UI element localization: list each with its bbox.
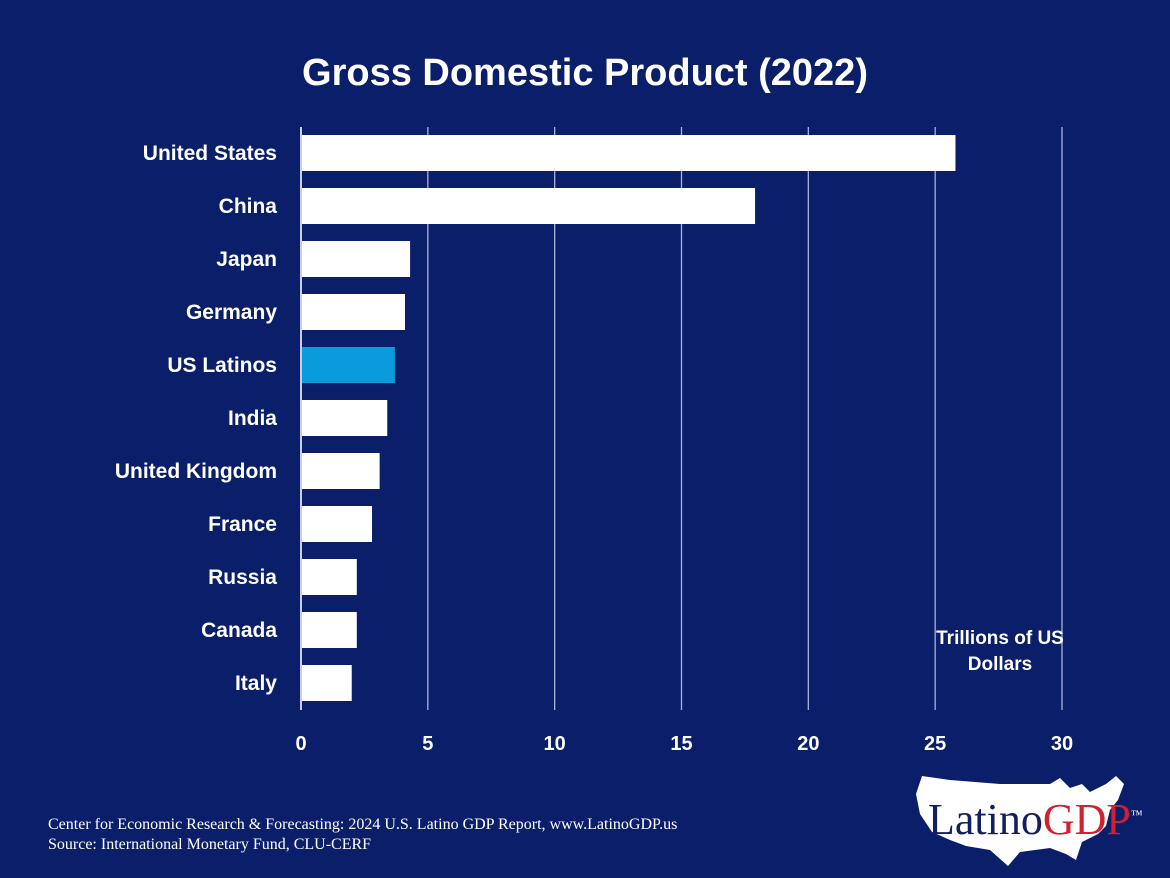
footer-credit: Center for Economic Research & Forecasti… xyxy=(48,816,678,833)
bar-united-states xyxy=(302,135,956,171)
logo-wordmark: LatinoGDP™ xyxy=(928,795,1143,844)
x-tick-label: 10 xyxy=(544,733,566,755)
bar-united-kingdom xyxy=(302,453,380,489)
x-tick-label: 5 xyxy=(422,733,433,755)
category-label: Canada xyxy=(201,619,277,642)
category-label: Russia xyxy=(208,566,277,589)
category-label: India xyxy=(228,407,277,430)
category-label: Japan xyxy=(216,248,277,271)
footer-source: Source: International Monetary Fund, CLU… xyxy=(48,836,372,853)
bar-japan xyxy=(302,241,411,277)
category-label: China xyxy=(219,195,278,218)
bar-india xyxy=(302,400,388,436)
bar-us-latinos xyxy=(302,347,395,383)
category-label: United States xyxy=(143,142,277,165)
bar-russia xyxy=(302,559,357,595)
category-label: Italy xyxy=(235,672,277,695)
axis-unit-label: Trillions of US Dollars xyxy=(936,628,1064,675)
bar-france xyxy=(302,506,373,542)
bar-canada xyxy=(302,612,357,648)
bar-china xyxy=(302,188,756,224)
category-label: US Latinos xyxy=(167,354,277,377)
x-tick-label: 20 xyxy=(797,733,819,755)
category-label: France xyxy=(208,513,277,536)
x-tick-label: 0 xyxy=(295,733,306,755)
chart-title: Gross Domestic Product (2022) xyxy=(302,52,868,94)
x-tick-label: 15 xyxy=(670,733,692,755)
usa-map-logo-icon xyxy=(916,776,1124,866)
x-tick-label: 25 xyxy=(924,733,946,755)
category-label: Germany xyxy=(186,301,277,324)
x-tick-label: 30 xyxy=(1051,733,1073,755)
bar-italy xyxy=(302,665,352,701)
category-label: United Kingdom xyxy=(115,460,277,483)
bar-germany xyxy=(302,294,406,330)
